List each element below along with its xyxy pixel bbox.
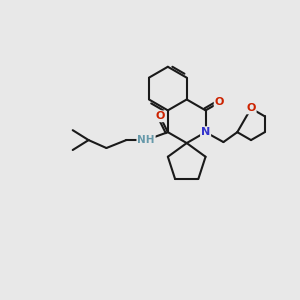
Text: O: O xyxy=(214,98,224,107)
Text: NH: NH xyxy=(137,135,155,145)
Text: O: O xyxy=(155,111,165,121)
Text: O: O xyxy=(246,103,256,113)
Text: N: N xyxy=(201,127,210,137)
